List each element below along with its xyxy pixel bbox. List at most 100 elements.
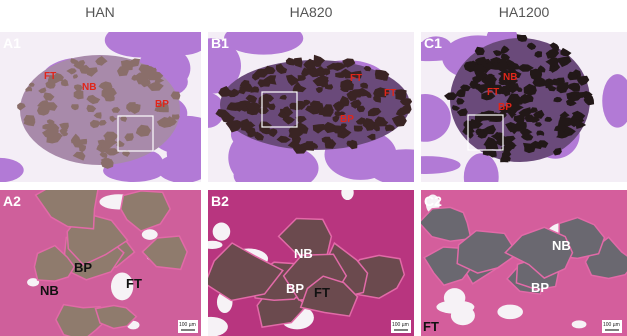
particle — [313, 54, 325, 65]
particle — [299, 275, 359, 317]
annotation: FT — [126, 276, 142, 291]
particle — [262, 67, 272, 74]
space — [497, 304, 523, 320]
bone — [156, 32, 201, 56]
particle — [321, 136, 332, 144]
particle — [98, 120, 107, 126]
particle — [287, 141, 301, 150]
particle — [456, 229, 519, 274]
particle — [366, 133, 376, 141]
annotation: BP — [531, 280, 549, 295]
particle — [245, 94, 258, 103]
particle — [295, 116, 307, 124]
particle — [360, 82, 369, 89]
particle — [154, 106, 163, 112]
particle — [363, 65, 372, 72]
particle — [553, 96, 563, 103]
particle — [60, 79, 69, 87]
column-header: HA1200 — [499, 4, 550, 20]
particle — [297, 75, 306, 81]
particle — [41, 102, 58, 111]
particle — [245, 102, 262, 113]
particle — [373, 120, 383, 126]
bone — [157, 153, 201, 182]
particle — [353, 125, 363, 132]
particle — [391, 115, 407, 127]
particle — [513, 113, 525, 124]
particle — [221, 113, 235, 124]
bone — [0, 157, 24, 182]
particle — [285, 74, 300, 86]
image-panel — [208, 190, 414, 336]
particle — [257, 79, 271, 87]
particle — [87, 67, 98, 77]
particle — [225, 120, 242, 133]
particle — [536, 130, 545, 136]
particle — [354, 101, 361, 108]
particle — [455, 90, 464, 97]
particle — [526, 42, 537, 50]
particle — [545, 47, 560, 59]
particle — [78, 60, 86, 66]
particle — [485, 140, 499, 150]
particle — [171, 114, 180, 120]
panel-label: C2 — [424, 193, 442, 209]
panel-label: B1 — [211, 35, 229, 51]
particle — [140, 67, 153, 76]
particle — [124, 133, 134, 142]
image-panel — [421, 32, 627, 182]
particle — [565, 82, 581, 92]
particle — [557, 130, 566, 138]
annotation: NB — [503, 72, 517, 83]
particle — [553, 124, 567, 132]
particle — [100, 158, 114, 169]
particle — [320, 107, 334, 117]
particle — [498, 80, 507, 86]
particle — [483, 124, 496, 135]
particle — [94, 304, 138, 330]
space — [212, 222, 231, 241]
space — [208, 316, 228, 336]
particle — [296, 100, 307, 110]
particle — [373, 124, 380, 132]
particle — [516, 64, 534, 72]
particle — [72, 74, 78, 79]
particle — [348, 89, 364, 98]
space — [450, 305, 475, 326]
bone — [463, 153, 499, 182]
particle — [333, 104, 344, 112]
particle — [28, 82, 35, 87]
particle — [93, 112, 102, 119]
particle — [400, 104, 412, 114]
particle — [456, 108, 468, 117]
particle — [292, 57, 303, 68]
particle — [456, 97, 465, 105]
particle — [504, 79, 513, 87]
particle — [170, 91, 181, 100]
particle — [275, 63, 288, 74]
particle — [477, 83, 490, 94]
particle — [312, 76, 329, 87]
particle — [500, 156, 509, 163]
particle — [341, 68, 354, 79]
particle — [520, 128, 533, 136]
particle — [238, 87, 247, 95]
particle — [315, 87, 323, 94]
particle — [460, 84, 472, 92]
particle — [475, 56, 487, 64]
particle — [342, 58, 356, 68]
particle — [98, 81, 113, 92]
particle — [79, 138, 88, 145]
particle — [86, 104, 97, 113]
particle — [324, 84, 334, 90]
particle — [545, 80, 552, 89]
annotation: BP — [74, 260, 92, 275]
particle — [72, 151, 86, 161]
particle — [334, 111, 341, 117]
particle — [556, 56, 572, 68]
particle — [141, 235, 189, 271]
annotation: BP — [340, 114, 354, 125]
space — [443, 288, 466, 308]
annotation: NB — [552, 238, 571, 253]
particle — [516, 34, 528, 42]
